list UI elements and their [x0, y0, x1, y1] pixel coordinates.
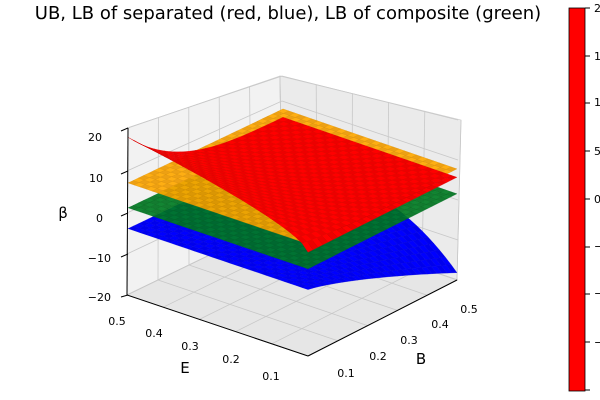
z-tick-label: 0	[96, 212, 103, 225]
colorbar-tick-label: 0	[594, 193, 600, 206]
z-tick-mark	[120, 294, 129, 298]
surfaces	[127, 108, 458, 290]
grid-line	[126, 100, 283, 172]
z-tick-label: −20	[88, 291, 111, 304]
z-tick-mark	[120, 127, 129, 132]
colorbar-ticks: 2 1 1 5 0 − − −	[585, 2, 600, 391]
colorbar-tick-label: 2	[594, 2, 600, 15]
z-tick-mark	[120, 253, 129, 258]
grid-line	[456, 119, 462, 281]
y-axis-label: E	[180, 359, 189, 377]
x-tick-label: 0.2	[369, 350, 387, 363]
z-tick-labels: −20 −10 0 10 20	[88, 127, 129, 304]
colorbar	[568, 7, 586, 392]
grid-line	[126, 75, 283, 129]
colorbar-tick-label: −	[594, 336, 600, 349]
x-axis-label: B	[416, 350, 426, 368]
z-axis-line	[126, 127, 129, 296]
y-tick-label: 0.5	[108, 315, 126, 328]
grid-line	[157, 279, 338, 342]
x-tick-labels: 0.1 0.2 0.3 0.4 0.5	[337, 303, 478, 380]
y-tick-label: 0.2	[222, 353, 240, 366]
y-axis-line	[126, 294, 309, 357]
colorbar-tick-label: 1	[594, 96, 600, 109]
grid-line	[271, 267, 423, 345]
x-tick-label: 0.3	[400, 334, 418, 347]
x-tick-label: 0.4	[431, 318, 449, 331]
y-tick-labels: 0.5 0.4 0.3 0.2 0.1	[108, 315, 280, 383]
y-tick-label: 0.1	[262, 370, 280, 383]
z-tick-mark	[120, 212, 129, 217]
surface-patch	[445, 166, 458, 172]
z-axis-label: β	[58, 204, 68, 222]
x-axis-line	[307, 279, 458, 357]
colorbar-tick-label: −	[594, 287, 600, 300]
z-tick-label: 10	[89, 172, 103, 185]
x-tick-label: 0.1	[337, 367, 355, 380]
z-tick-label: 20	[88, 131, 102, 144]
colorbar-tick-label: −	[594, 240, 600, 253]
y-tick-label: 0.4	[145, 327, 163, 340]
colorbar-tick-label: 1	[594, 50, 600, 63]
y-tick-label: 0.3	[181, 340, 199, 353]
chart-title: UB, LB of separated (red, blue), LB of c…	[35, 3, 541, 24]
grid-line	[188, 264, 368, 326]
surface-3	[127, 117, 458, 253]
surface-patch	[445, 191, 458, 197]
colorbar-tick-label: 5	[594, 145, 600, 158]
grid-line	[281, 100, 459, 161]
z-tick-mark	[120, 170, 129, 175]
surface-patch	[445, 264, 458, 274]
grid-line	[281, 75, 459, 121]
surface-patch	[445, 175, 458, 180]
z-tick-label: −10	[88, 252, 111, 265]
x-tick-label: 0.5	[460, 303, 478, 316]
